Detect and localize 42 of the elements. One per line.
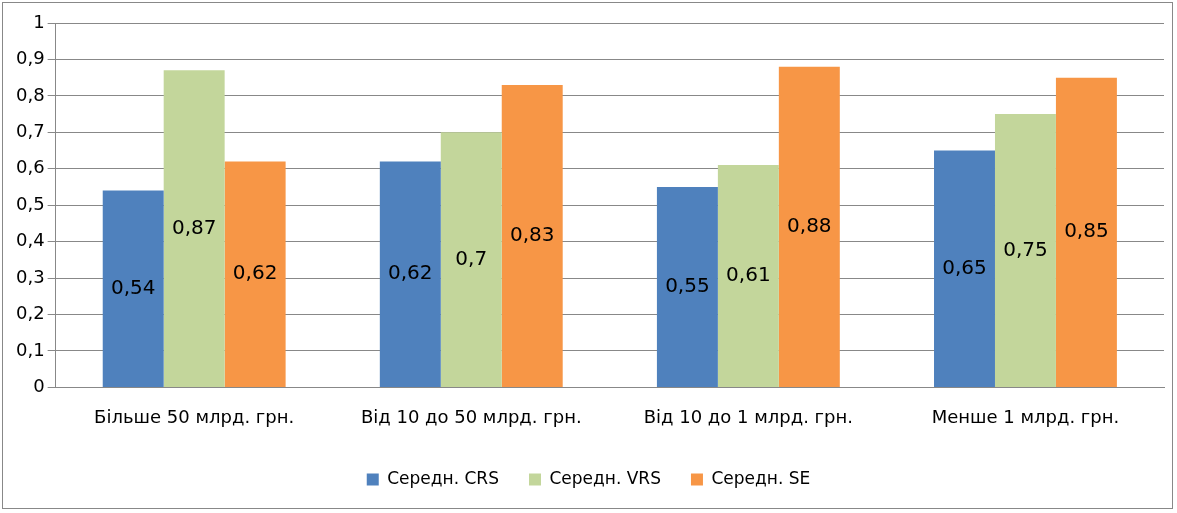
bar [778,66,840,387]
y-tick-label: 0,5 [15,192,45,214]
data-label: 0,55 [665,273,710,298]
legend-label: Середн. SE [711,467,811,488]
bar [934,150,995,387]
x-tick-label: Від 10 до 1 млрд. грн. [643,405,853,427]
y-tick-label: 0,7 [15,119,45,141]
y-tick-label: 0,9 [15,47,45,69]
data-label: 0,62 [388,260,433,285]
data-label: 0,88 [787,213,832,238]
y-tick-label: 0,6 [15,156,45,178]
x-tick-label: Від 10 до 50 млрд. грн. [360,405,582,427]
legend-label: Середн. VRS [549,467,661,488]
data-label: 0,83 [509,222,555,247]
data-label: 0,7 [455,245,488,270]
data-label: 0,85 [1064,218,1109,243]
y-tick-label: 1 [33,10,45,32]
data-label: 0,62 [232,260,278,285]
bar [440,132,502,387]
data-label: 0,87 [171,214,217,239]
y-tick-label: 0,1 [15,338,45,360]
bar [1055,77,1117,387]
y-tick-label: 0,8 [15,83,45,105]
bar [717,165,779,387]
bar [501,84,563,387]
y-tick-label: 0,2 [15,302,45,324]
bar [224,161,286,387]
y-tick-label: 0,3 [15,265,45,287]
bar [102,190,164,387]
bar [994,114,1056,387]
data-label: 0,61 [726,262,771,287]
bar [163,70,225,387]
data-label: 0,65 [942,254,987,279]
legend-label: Середн. CRS [387,467,499,488]
x-tick-label: Менше 1 млрд. грн. [931,405,1120,427]
x-tick-label: Більше 50 млрд. грн. [94,405,295,427]
bar [379,161,441,387]
bar [656,186,718,387]
y-tick-label: 0 [33,375,45,397]
data-label: 0,75 [1003,236,1048,261]
y-tick-label: 0,4 [15,229,45,251]
data-label: 0,54 [110,274,156,299]
